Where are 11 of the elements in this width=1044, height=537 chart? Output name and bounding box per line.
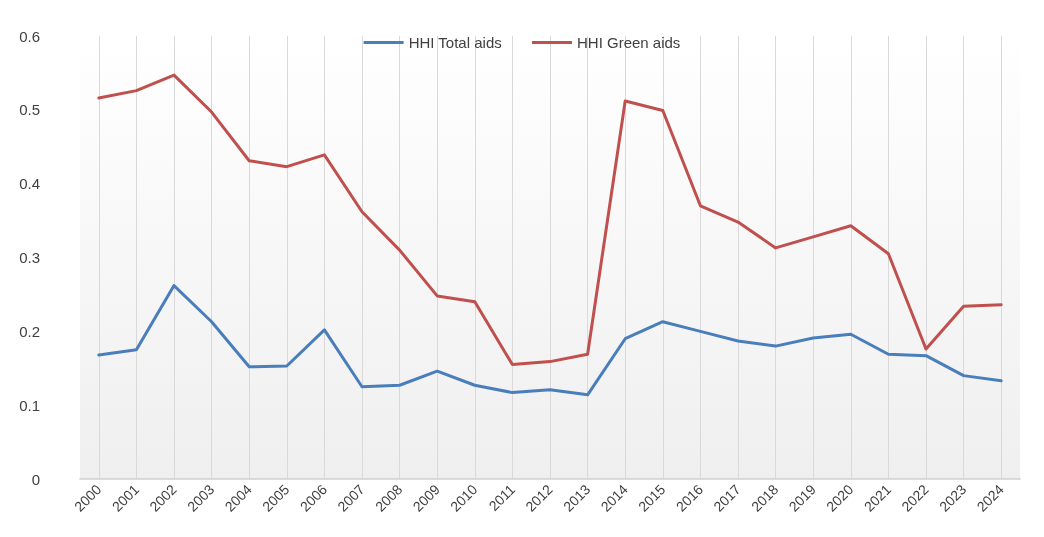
line-series xyxy=(97,284,1003,397)
y-tick-label: 0 xyxy=(31,470,40,488)
y-tick-label: 0.3 xyxy=(19,249,40,266)
line-series xyxy=(97,73,1003,367)
y-tick-label: 0.6 xyxy=(19,27,40,45)
y-tick-label: 0.1 xyxy=(19,396,40,414)
legend-label: HHI Total aids xyxy=(408,34,502,51)
legend-label: HHI Green aids xyxy=(577,34,681,51)
y-tick-label: 0.2 xyxy=(19,322,40,340)
y-tick-label: 0.5 xyxy=(19,101,40,119)
y-tick-label: 0.4 xyxy=(19,175,40,193)
